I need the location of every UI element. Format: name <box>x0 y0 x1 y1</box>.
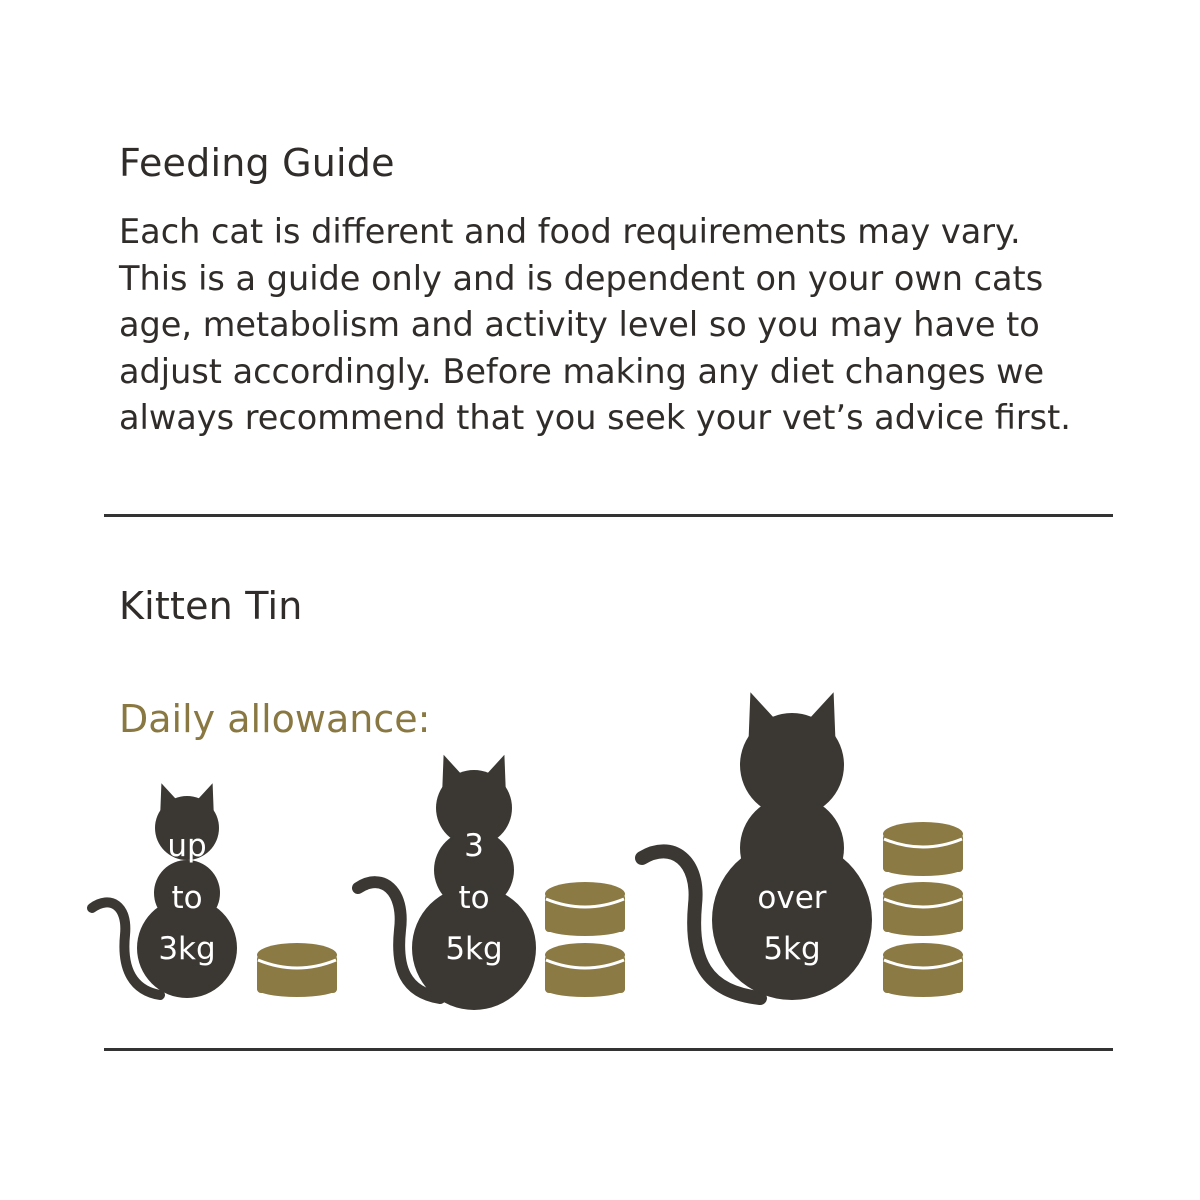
cat-silhouette-icon <box>87 783 237 1000</box>
feeding-guide-description: Each cat is different and food requireme… <box>119 209 1119 442</box>
food-tin-icon <box>883 822 963 876</box>
cat-weight-label: 5kg <box>445 931 502 967</box>
food-tin-icon <box>545 943 625 997</box>
food-tin-icon <box>545 882 625 936</box>
divider <box>104 514 1113 517</box>
product-title: Kitten Tin <box>119 584 303 628</box>
cat-silhouette-icon <box>635 692 872 1005</box>
description-line: This is a guide only and is dependent on… <box>119 258 1044 298</box>
description-line: age, metabolism and activity level so yo… <box>119 305 1040 344</box>
cat-weight-label: 5kg <box>763 931 820 967</box>
cat-weight-label: to <box>171 880 202 916</box>
divider <box>104 1048 1113 1051</box>
description-line: adjust accordingly. Before making any di… <box>119 351 1045 391</box>
cat-weight-label: up <box>167 828 206 864</box>
cat-weight-label: over <box>757 880 826 916</box>
cat-silhouette-icon <box>352 754 536 1010</box>
cat-weight-label: 3 <box>464 828 484 864</box>
cat-weight-group: up to 3kg <box>87 783 337 1000</box>
food-tin-icon <box>883 882 963 936</box>
description-line: Each cat is different and food requireme… <box>119 212 1021 251</box>
cat-weight-group: over 5kg <box>635 692 963 1005</box>
cat-weight-group: 3 to 5kg <box>352 754 625 1010</box>
cat-weight-label: to <box>458 880 489 916</box>
cat-weight-label: 3kg <box>158 931 215 967</box>
daily-allowance-label: Daily allowance: <box>119 697 431 741</box>
description-line: always recommend that you seek your vet’… <box>119 398 1071 437</box>
feeding-guide-title: Feeding Guide <box>119 141 395 185</box>
food-tin-icon <box>883 943 963 997</box>
food-tin-icon <box>257 943 337 997</box>
